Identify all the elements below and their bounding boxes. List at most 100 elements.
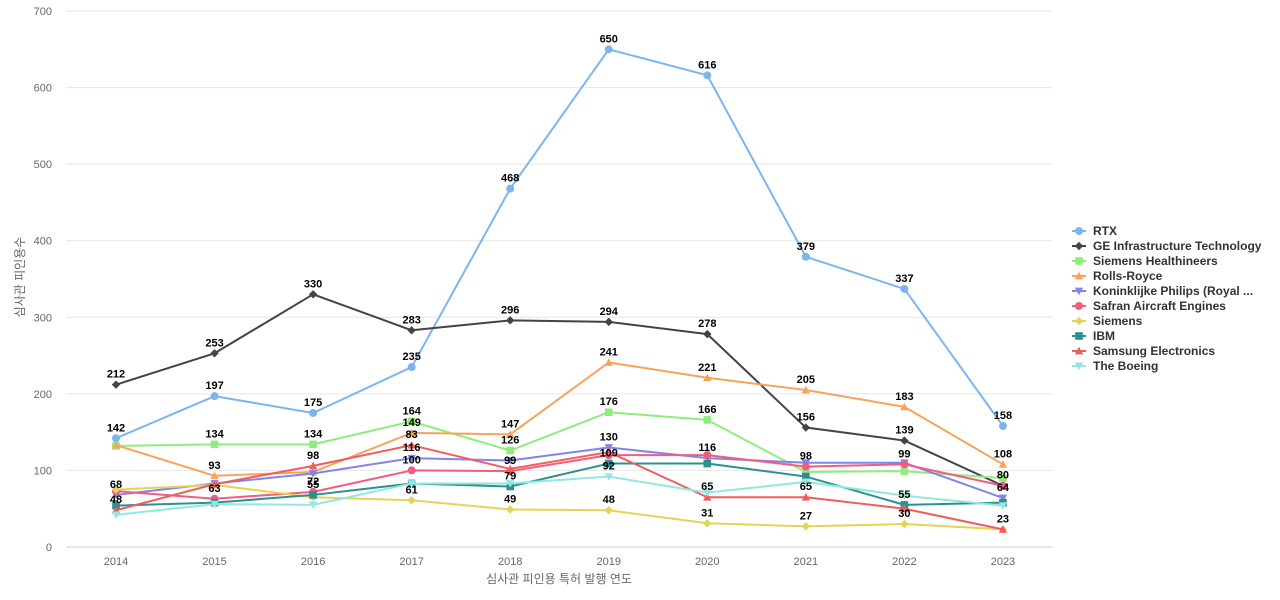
data-point[interactable] [309,440,317,449]
data-point[interactable] [998,494,1008,503]
legend-item[interactable]: Rolls-Royce [1072,269,1163,283]
data-point[interactable] [998,460,1008,468]
data-point[interactable] [210,500,219,509]
data-point[interactable] [998,502,1008,510]
data-point[interactable] [801,252,810,261]
data-point[interactable] [506,446,514,455]
data-point[interactable] [802,472,810,481]
data-point[interactable] [111,440,121,449]
data-point[interactable] [308,501,318,510]
legend-item[interactable]: Siemens Healthineers [1072,254,1218,268]
series-line[interactable] [115,293,1004,487]
data-point[interactable] [407,496,416,505]
data-point[interactable] [604,473,613,481]
data-point[interactable] [506,457,515,465]
data-point[interactable] [802,468,810,476]
data-point[interactable] [801,385,811,394]
data-point[interactable] [309,491,317,499]
data-point[interactable] [506,505,515,514]
y-tick-label: 100 [34,465,52,477]
data-point[interactable] [112,501,120,510]
data-point[interactable] [998,481,1007,490]
data-point[interactable] [900,504,909,513]
data-point[interactable] [900,519,909,529]
data-point[interactable] [703,459,712,468]
legend-item[interactable]: Samsung Electronics [1072,344,1215,358]
data-point[interactable] [407,440,416,449]
data-point[interactable] [407,454,416,463]
series-line[interactable] [115,444,1004,531]
legend-item[interactable]: Siemens [1072,314,1143,328]
data-point[interactable] [308,461,318,470]
data-point[interactable] [407,363,416,372]
data-point[interactable] [801,423,811,432]
data-point[interactable] [506,430,515,438]
data-point[interactable] [112,434,120,443]
data-point[interactable] [111,511,121,520]
series-line[interactable] [115,483,1004,531]
legend-item[interactable]: Safran Aircraft Engines [1072,299,1226,313]
data-point[interactable] [407,417,416,426]
data-point[interactable] [703,329,712,339]
data-point[interactable] [703,451,712,460]
data-point[interactable] [703,373,712,382]
data-point[interactable] [900,467,909,475]
data-point[interactable] [407,428,416,437]
data-point[interactable] [111,380,121,389]
data-point[interactable] [801,478,811,487]
data-point[interactable] [210,440,219,449]
data-point[interactable] [407,326,416,335]
data-point[interactable] [801,462,810,471]
data-point[interactable] [900,492,909,500]
data-point[interactable] [703,416,712,424]
data-point[interactable] [308,290,318,299]
series-line[interactable] [115,48,1004,440]
data-point[interactable] [703,489,712,497]
data-point[interactable] [506,184,515,193]
data-point[interactable] [703,519,712,528]
data-point[interactable] [407,466,416,475]
data-point[interactable] [506,316,515,325]
data-point[interactable] [604,45,613,54]
data-point[interactable] [999,474,1007,482]
data-point[interactable] [210,480,219,488]
y-tick-label: 0 [46,542,52,554]
legend-item[interactable]: IBM [1072,329,1115,343]
series-line[interactable] [115,475,1004,516]
legend-item[interactable]: Koninklijke Philips (Royal ... [1072,284,1253,298]
data-point[interactable] [604,358,613,366]
data-point[interactable] [604,459,613,468]
data-point[interactable] [407,480,416,488]
data-point[interactable] [900,402,909,411]
data-point[interactable] [604,506,613,515]
data-point[interactable] [604,408,613,417]
data-point[interactable] [900,284,909,293]
data-point[interactable] [998,525,1008,533]
series-line[interactable] [115,462,1003,507]
data-point[interactable] [506,480,515,488]
legend-item[interactable]: The Boeing [1072,359,1158,373]
data-point[interactable] [998,422,1007,431]
data-point[interactable] [210,471,219,480]
data-point[interactable] [604,447,613,456]
series-line[interactable] [115,361,1004,477]
series-line[interactable] [115,454,1004,500]
data-point[interactable] [703,71,712,80]
data-point[interactable] [210,392,219,401]
data-point[interactable] [308,470,318,478]
data-point[interactable] [309,409,318,417]
legend-item[interactable]: RTX [1072,224,1117,238]
data-point[interactable] [900,460,909,469]
data-point[interactable] [900,436,909,445]
legend-label: Safran Aircraft Engines [1093,299,1226,313]
legend-item[interactable]: GE Infrastructure Technology [1072,239,1262,253]
data-point[interactable] [604,317,613,327]
data-point[interactable] [801,522,811,531]
data-point[interactable] [111,485,121,494]
data-point[interactable] [506,464,515,473]
data-point[interactable] [210,349,219,358]
series-line[interactable] [115,411,1004,480]
series-line[interactable] [115,446,1004,499]
data-point[interactable] [801,493,811,501]
